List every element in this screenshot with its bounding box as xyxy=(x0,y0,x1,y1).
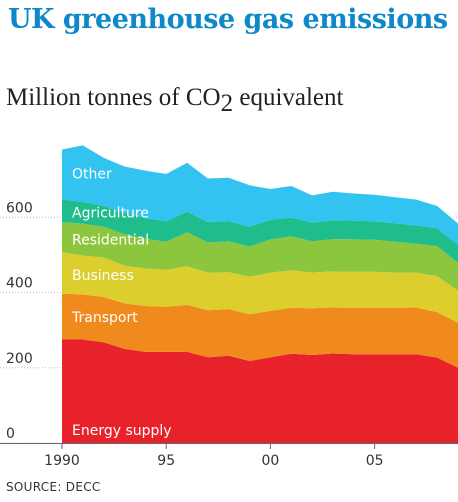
y-axis: 0 200 400 600 xyxy=(6,200,33,442)
x-tick-label-2005: 05 xyxy=(366,453,384,469)
series-label-business: Business xyxy=(72,268,134,284)
area-business xyxy=(62,252,458,323)
subtitle-subscript: 2 xyxy=(220,90,234,117)
series-label-transport: Transport xyxy=(71,310,138,326)
series-label-energy-supply: Energy supply xyxy=(72,423,172,439)
subtitle-main: Million tonnes of CO xyxy=(6,84,221,111)
area-energy-supply xyxy=(62,339,458,443)
y-tick-label-200: 200 xyxy=(6,351,33,367)
series-label-other: Other xyxy=(72,167,112,183)
series-label-agriculture: Agriculture xyxy=(72,206,149,222)
area-transport xyxy=(62,293,458,368)
y-tick-label-600: 600 xyxy=(6,200,33,216)
subtitle-tail: equivalent xyxy=(233,84,344,111)
source-note: SOURCE: DECC xyxy=(6,480,101,494)
series-label-residential: Residential xyxy=(72,233,149,249)
area-agriculture xyxy=(62,199,458,263)
area-residential xyxy=(62,222,458,291)
x-axis: 1990 95 00 05 xyxy=(0,443,458,469)
x-tick-label-2000: 00 xyxy=(262,453,280,469)
chart-title: UK greenhouse gas emissions xyxy=(8,4,448,35)
area-other xyxy=(62,145,458,246)
chart-subtitle: Million tonnes of CO2 equivalent xyxy=(6,84,343,118)
series-labels: Energy supply Transport Business Residentia… xyxy=(71,167,172,439)
x-tick-label-1990: 1990 xyxy=(44,453,80,469)
x-tick-label-1995: 95 xyxy=(157,453,175,469)
y-tick-label-400: 400 xyxy=(6,276,33,292)
y-tick-label-0: 0 xyxy=(6,426,15,442)
series-areas xyxy=(62,145,458,443)
